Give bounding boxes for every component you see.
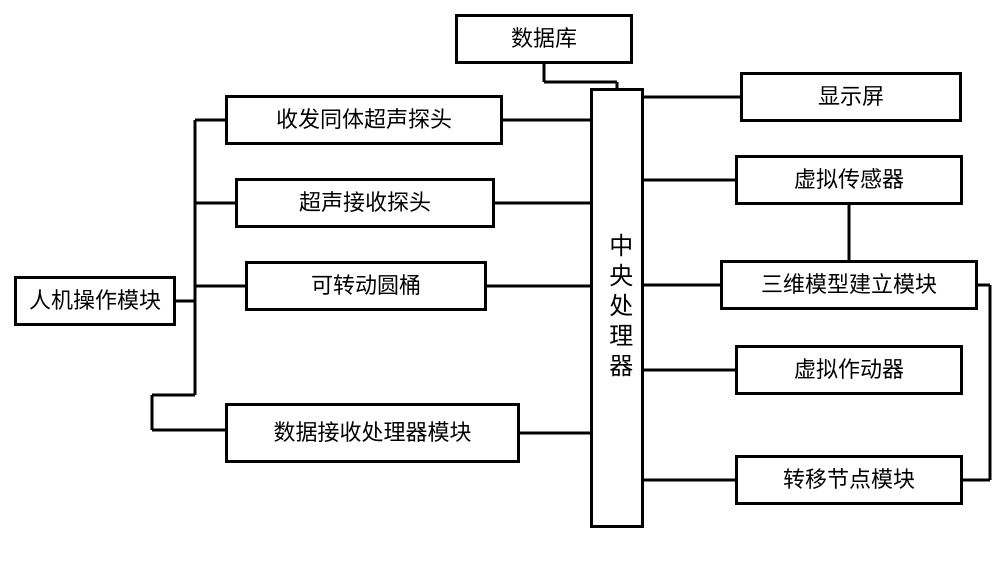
node-hmi: 人机操作模块 bbox=[14, 276, 176, 326]
node-label: 收发同体超声探头 bbox=[276, 107, 452, 132]
node-probe-rx: 超声接收探头 bbox=[235, 178, 495, 228]
node-vsensor: 虚拟传感器 bbox=[735, 155, 963, 205]
node-label: 可转动圆桶 bbox=[311, 273, 421, 298]
node-vactuator: 虚拟作动器 bbox=[735, 345, 963, 395]
node-label: 虚拟作动器 bbox=[794, 357, 904, 382]
node-model3d: 三维模型建立模块 bbox=[720, 260, 978, 310]
node-label: 虚拟传感器 bbox=[794, 167, 904, 192]
flowchart-canvas: 数据库 中央处理器 收发同体超声探头 超声接收探头 可转动圆桶 人机操作模块 数… bbox=[0, 0, 1000, 561]
node-label: 数据库 bbox=[511, 26, 577, 51]
node-label: 人机操作模块 bbox=[29, 288, 161, 313]
node-label: 三维模型建立模块 bbox=[761, 272, 937, 297]
node-label: 转移节点模块 bbox=[783, 467, 915, 492]
node-label: 超声接收探头 bbox=[299, 190, 431, 215]
node-drp: 数据接收处理器模块 bbox=[225, 403, 520, 463]
node-drum: 可转动圆桶 bbox=[245, 261, 487, 311]
node-display: 显示屏 bbox=[740, 72, 962, 122]
node-probe-txrx: 收发同体超声探头 bbox=[225, 95, 503, 145]
node-label: 显示屏 bbox=[818, 84, 884, 109]
node-database: 数据库 bbox=[455, 14, 633, 64]
node-cpu: 中央处理器 bbox=[590, 88, 644, 528]
node-label: 中央处理器 bbox=[603, 233, 631, 383]
node-label: 数据接收处理器模块 bbox=[273, 420, 471, 445]
node-transfer: 转移节点模块 bbox=[735, 455, 963, 505]
